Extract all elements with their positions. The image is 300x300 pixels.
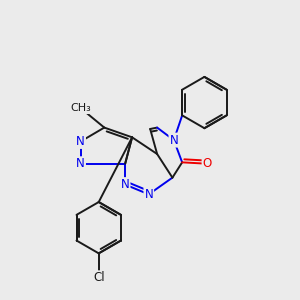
Text: N: N: [76, 157, 85, 170]
Text: N: N: [144, 188, 153, 201]
Text: N: N: [76, 135, 85, 148]
Text: Cl: Cl: [93, 271, 104, 284]
Text: O: O: [202, 157, 212, 170]
Text: CH₃: CH₃: [70, 103, 91, 113]
Text: N: N: [169, 134, 178, 147]
Text: N: N: [121, 178, 130, 191]
